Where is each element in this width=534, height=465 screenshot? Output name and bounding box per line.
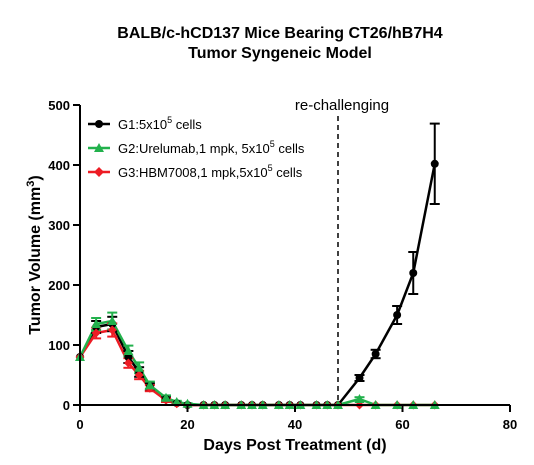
y-tick-label: 400 bbox=[48, 158, 70, 173]
legend-marker-g1 bbox=[95, 120, 103, 128]
data-point-g3 bbox=[107, 325, 117, 335]
x-axis-title: Days Post Treatment (d) bbox=[203, 437, 386, 454]
data-point-g1 bbox=[409, 269, 418, 277]
y-axis-title-main: Tumor Volume (mm bbox=[27, 187, 44, 335]
legend-marker-g3 bbox=[94, 167, 104, 177]
x-tick-label: 0 bbox=[76, 417, 83, 432]
legend-label-g1: G1:5x105 cells bbox=[118, 115, 202, 132]
x-tick-label: 40 bbox=[288, 417, 302, 432]
legend-label-g3: G3:HBM7008,1 mpk,5x105 cells bbox=[118, 163, 303, 180]
legend-marker-g2 bbox=[94, 143, 104, 152]
y-axis-title-sup: 3 bbox=[25, 181, 37, 187]
data-point-g1 bbox=[430, 159, 439, 168]
data-point-g2 bbox=[123, 346, 134, 355]
y-tick-label: 100 bbox=[48, 338, 70, 353]
chart-title-line1: BALB/c-hCD137 Mice Bearing CT26/hB7H4 bbox=[117, 25, 443, 42]
data-point-g3 bbox=[123, 358, 133, 368]
legend-item-g2: G2:Urelumab,1 mpk, 5x105 cells bbox=[88, 139, 305, 156]
y-tick-label: 300 bbox=[48, 218, 70, 233]
data-point-g2 bbox=[107, 316, 118, 325]
data-point-g3 bbox=[91, 328, 101, 338]
x-tick-label: 60 bbox=[395, 417, 409, 432]
data-point-g1 bbox=[371, 350, 380, 358]
data-point-g2 bbox=[134, 362, 145, 372]
data-point-g1 bbox=[355, 374, 364, 382]
data-point-g2 bbox=[91, 319, 102, 328]
legend-item-g1: G1:5x105 cells bbox=[88, 115, 202, 132]
data-point-g1 bbox=[393, 311, 402, 319]
legend-item-g3: G3:HBM7008,1 mpk,5x105 cells bbox=[88, 163, 303, 180]
y-axis-title: Tumor Volume (mm3) bbox=[25, 175, 44, 334]
y-tick-label: 200 bbox=[48, 278, 70, 293]
x-tick-label: 20 bbox=[180, 417, 194, 432]
data-point-g2 bbox=[144, 380, 155, 390]
y-tick-label: 500 bbox=[48, 98, 70, 113]
rechallenge-annotation: re-challenging bbox=[295, 97, 389, 114]
x-tick-label: 80 bbox=[503, 417, 517, 432]
chart-title-line2: Tumor Syngeneic Model bbox=[188, 45, 372, 62]
axes: 0 100 200 300 400 500 0 20 40 60 80 bbox=[48, 98, 517, 432]
legend: G1:5x105 cells G2:Urelumab,1 mpk, 5x105 … bbox=[88, 115, 305, 180]
y-tick-label: 0 bbox=[63, 398, 70, 413]
data-point-g2 bbox=[171, 397, 182, 406]
legend-label-g2: G2:Urelumab,1 mpk, 5x105 cells bbox=[118, 139, 305, 156]
data-point-g2 bbox=[354, 394, 365, 403]
data-point-g2 bbox=[161, 392, 171, 402]
plot-area bbox=[75, 116, 440, 410]
y-axis-title-end: ) bbox=[27, 175, 44, 180]
data-point-g3 bbox=[134, 370, 144, 380]
